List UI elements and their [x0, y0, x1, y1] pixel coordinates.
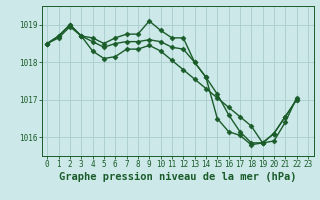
X-axis label: Graphe pression niveau de la mer (hPa): Graphe pression niveau de la mer (hPa)	[59, 172, 296, 182]
